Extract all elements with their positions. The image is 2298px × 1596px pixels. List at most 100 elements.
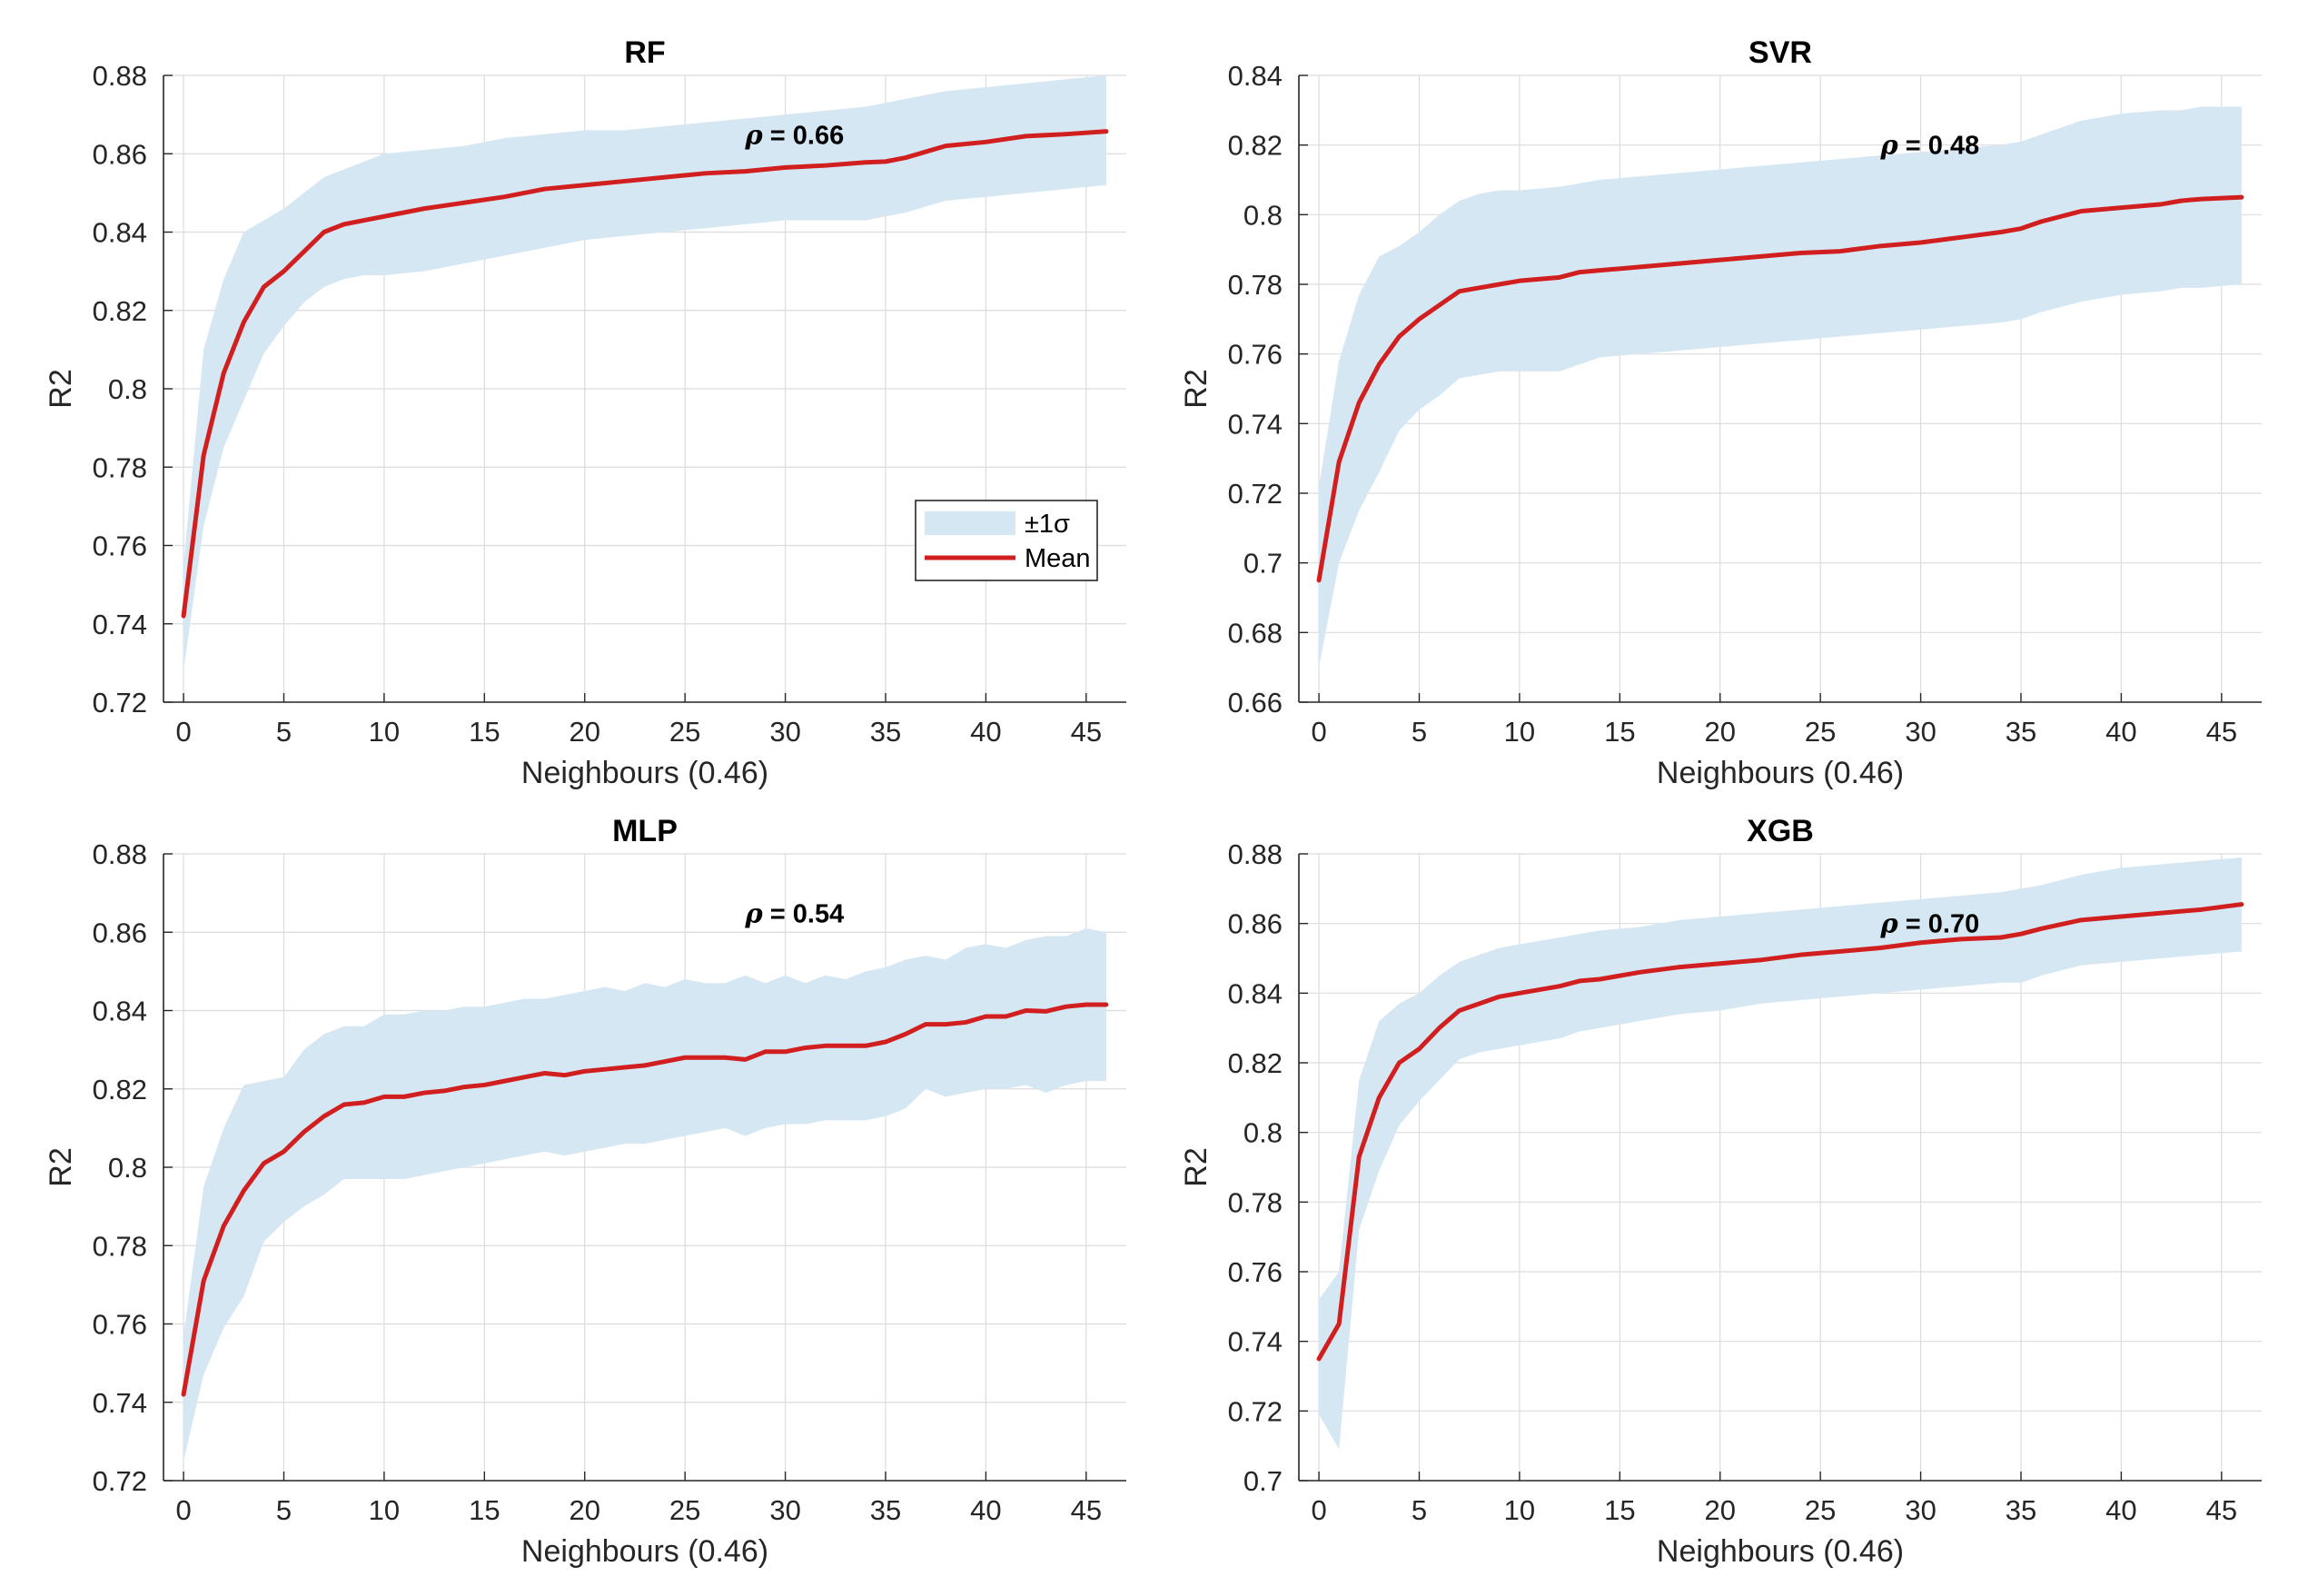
y-tick-label: 0.72 — [1228, 478, 1283, 510]
y-tick-label: 0.72 — [93, 1465, 147, 1497]
x-tick-label: 35 — [2006, 716, 2036, 748]
rho-symbol: ρ — [744, 897, 763, 928]
x-tick-label: 15 — [469, 716, 500, 748]
tick-labels: 0 5 10 15 20 25 30 35 40 45 0.66 0.68 0.7 0.72 0.74 0.7… — [1228, 60, 2237, 748]
y-tick-label: 0.76 — [93, 530, 147, 562]
x-tick-label: 45 — [2206, 716, 2237, 748]
rho-annotation: ρ = 0.66 — [744, 119, 844, 150]
y-tick-label: 0.74 — [93, 1387, 147, 1419]
y-tick-label: 0.86 — [1228, 908, 1283, 940]
x-tick-label: 30 — [1905, 1494, 1936, 1526]
y-tick-label: 0.82 — [1228, 130, 1283, 162]
rho-value: = 0.70 — [1898, 909, 1980, 938]
y-tick-label: 0.76 — [1228, 1256, 1283, 1288]
tick-marks — [163, 853, 1087, 1482]
y-tick-label: 0.7 — [1243, 1465, 1283, 1497]
x-tick-label: 35 — [870, 1494, 901, 1526]
panel-mlp: 0 5 10 15 20 25 30 35 40 45 0.72 0.74 0.76 0.78 0.8 0.8… — [44, 814, 1126, 1569]
panel-rf: 0 5 10 15 20 25 30 35 40 45 0.72 0.74 0.76 0.78 0.8 0.8… — [44, 35, 1126, 790]
x-tick-label: 20 — [570, 1494, 600, 1526]
axes — [1298, 854, 2262, 1482]
y-tick-label: 0.78 — [1228, 269, 1283, 301]
x-tick-label: 0 — [175, 716, 191, 748]
x-tick-label: 15 — [469, 1494, 500, 1526]
x-tick-label: 5 — [276, 1494, 292, 1526]
y-tick-label: 0.74 — [1228, 408, 1283, 440]
x-tick-label: 35 — [870, 716, 901, 748]
x-tick-label: 0 — [1311, 1494, 1326, 1526]
y-tick-label: 0.8 — [108, 1152, 147, 1184]
x-tick-label: 35 — [2006, 1494, 2036, 1526]
y-tick-label: 0.7 — [1243, 548, 1283, 580]
x-tick-label: 40 — [970, 716, 1001, 748]
std-band — [183, 927, 1106, 1462]
y-tick-label: 0.82 — [93, 1074, 147, 1105]
y-tick-label: 0.84 — [1228, 977, 1283, 1009]
mean-line-layer — [181, 1002, 1109, 1397]
rho-symbol: ρ — [1879, 907, 1898, 938]
x-tick-label: 10 — [1504, 1494, 1535, 1526]
y-tick-label: 0.78 — [93, 1230, 147, 1262]
mean-line-layer — [1316, 902, 2244, 1362]
y-tick-label: 0.8 — [1243, 1117, 1283, 1149]
y-tick-label: 0.88 — [1228, 838, 1283, 870]
x-tick-label: 20 — [1705, 1494, 1736, 1526]
y-tick-label: 0.8 — [108, 373, 147, 405]
y-tick-label: 0.88 — [93, 838, 147, 870]
x-tick-label: 20 — [1705, 716, 1736, 748]
y-tick-label: 0.76 — [1228, 339, 1283, 371]
x-axis-label: Neighbours (0.46) — [1657, 1534, 1904, 1569]
x-axis-label: Neighbours (0.46) — [521, 756, 768, 790]
tick-marks — [163, 74, 1087, 703]
y-tick-label: 0.84 — [93, 217, 147, 249]
y-axis-label: R2 — [44, 1147, 78, 1186]
x-tick-label: 0 — [1311, 716, 1326, 748]
y-tick-label: 0.84 — [1228, 60, 1283, 92]
y-tick-label: 0.78 — [93, 451, 147, 483]
rho-symbol: ρ — [744, 119, 763, 150]
x-tick-label: 30 — [769, 716, 800, 748]
legend-mean-label: Mean — [1025, 544, 1091, 573]
y-axis-label: R2 — [44, 369, 78, 408]
rho-annotation: ρ = 0.70 — [1879, 907, 1979, 938]
tick-labels: 0 5 10 15 20 25 30 35 40 45 0.72 0.74 0.76 0.78 0.8 0.8… — [93, 60, 1102, 748]
rho-value: = 0.54 — [763, 899, 845, 928]
x-tick-label: 5 — [276, 716, 292, 748]
y-tick-label: 0.68 — [1228, 617, 1283, 649]
y-tick-label: 0.82 — [1228, 1047, 1283, 1079]
y-tick-label: 0.66 — [1228, 687, 1283, 719]
mean-line-layer — [181, 129, 1109, 619]
x-axis-label: Neighbours (0.46) — [521, 1534, 768, 1569]
std-band-layer — [183, 75, 1106, 671]
rho-value: = 0.66 — [763, 121, 845, 150]
axes — [1298, 75, 2262, 703]
mean-line-layer — [1316, 194, 2244, 583]
mean-line — [181, 129, 1109, 619]
x-tick-label: 40 — [2105, 716, 2136, 748]
rho-value: = 0.48 — [1898, 131, 1980, 160]
y-tick-label: 0.88 — [93, 60, 147, 92]
std-band — [1319, 857, 2242, 1450]
panel-svr: 0 5 10 15 20 25 30 35 40 45 0.66 0.68 0.7 0.72 0.74 0.7… — [1179, 35, 2262, 790]
std-band-layer — [183, 927, 1106, 1462]
x-tick-label: 15 — [1604, 1494, 1635, 1526]
std-band — [1319, 106, 2242, 668]
y-tick-label: 0.72 — [93, 687, 147, 719]
legend-band-label: ±1σ — [1025, 510, 1070, 539]
std-band-layer — [1319, 106, 2242, 668]
x-tick-label: 25 — [1805, 716, 1836, 748]
x-tick-label: 40 — [2105, 1494, 2136, 1526]
std-band — [183, 75, 1106, 671]
x-tick-label: 20 — [570, 716, 600, 748]
x-tick-label: 30 — [769, 1494, 800, 1526]
tick-labels: 0 5 10 15 20 25 30 35 40 45 0.72 0.74 0.76 0.78 0.8 0.8… — [93, 838, 1102, 1526]
y-tick-label: 0.76 — [93, 1309, 147, 1341]
y-axis-label: R2 — [1179, 1147, 1213, 1186]
x-tick-label: 45 — [1071, 716, 1102, 748]
x-axis-label: Neighbours (0.46) — [1657, 756, 1904, 790]
tick-marks — [1299, 853, 2223, 1482]
mean-line — [181, 1002, 1109, 1397]
mean-line — [1316, 902, 2244, 1362]
rho-annotation: ρ = 0.48 — [1879, 129, 1979, 160]
x-tick-label: 0 — [175, 1494, 191, 1526]
